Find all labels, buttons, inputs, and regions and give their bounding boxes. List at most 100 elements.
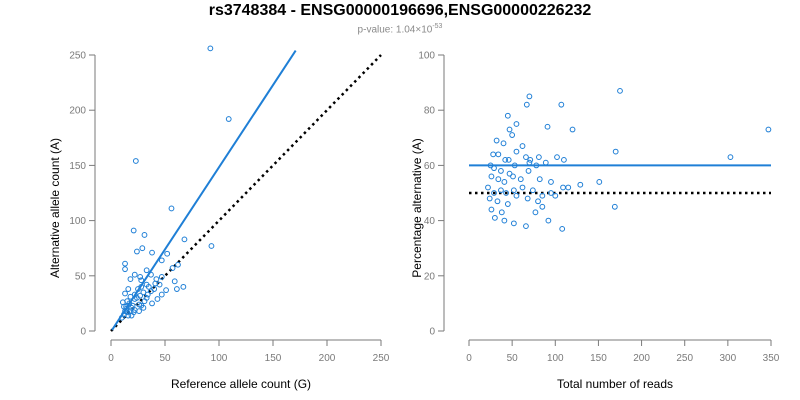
- right-data-point: [513, 148, 520, 155]
- right-data-point: [533, 162, 540, 169]
- left-data-point: [130, 227, 137, 234]
- right-data-point: [569, 126, 576, 133]
- right-x-tick-label: 200: [633, 353, 650, 364]
- right-data-point: [491, 165, 497, 172]
- right-y-tick-label: 20: [424, 271, 436, 282]
- right-data-point: [517, 176, 524, 183]
- right-data-point: [525, 168, 532, 174]
- left-data-point: [152, 280, 159, 287]
- left-data-point: [158, 291, 165, 298]
- left-data-point: [208, 243, 215, 249]
- left-data-point: [125, 286, 132, 292]
- right-y-tick-label: 60: [424, 161, 436, 172]
- left-data-point: [141, 232, 148, 238]
- left-x-axis-title: Reference allele count (G): [171, 377, 311, 391]
- right-x-axis-title: Total number of reads: [557, 377, 673, 391]
- left-data-point: [138, 277, 145, 284]
- right-data-point: [503, 190, 510, 196]
- right-data-point: [554, 154, 560, 161]
- left-data-point: [149, 300, 155, 307]
- right-data-point: [486, 195, 493, 202]
- right-data-point: [498, 168, 504, 174]
- right-data-point: [490, 151, 497, 158]
- right-scatter-plot: 0 50 100 150 200 250 300 350 0 20 40 60 80 100 Total n…: [410, 51, 780, 392]
- right-data-point: [502, 156, 509, 163]
- left-reference-line: [110, 54, 382, 332]
- left-data-point: [127, 293, 134, 300]
- right-data-point: [545, 217, 552, 224]
- right-data-point: [510, 187, 517, 194]
- left-y-axis-title: Alternative allele count (A): [48, 138, 62, 278]
- right-data-point: [510, 173, 516, 180]
- left-data-point: [122, 260, 128, 267]
- left-data-point: [136, 308, 142, 315]
- left-data-point: [154, 296, 161, 302]
- right-data-point: [542, 159, 549, 166]
- right-points-layer: [485, 87, 772, 232]
- right-data-point: [510, 220, 517, 227]
- right-data-point: [523, 223, 529, 230]
- left-data-point: [163, 287, 169, 294]
- chart-title: rs3748384 - ENSG00000196696,ENSG00000226…: [208, 2, 592, 19]
- left-data-point: [127, 276, 134, 283]
- right-data-point: [526, 159, 533, 166]
- right-data-point: [548, 190, 554, 196]
- right-x-tick-label: 50: [507, 353, 519, 364]
- right-data-point: [536, 176, 543, 183]
- left-scatter-plot: 0 50 100 150 200 250 0 50 100 150 200 250 Reference …: [48, 45, 390, 391]
- right-data-point: [491, 214, 498, 221]
- left-data-point: [149, 249, 155, 256]
- left-fit-line-layer: [111, 50, 297, 331]
- left-data-point: [181, 236, 188, 243]
- left-data-point: [171, 278, 178, 285]
- right-data-point: [495, 176, 502, 183]
- left-x-tick-label: 0: [108, 353, 114, 364]
- left-data-point: [151, 286, 158, 292]
- left-fit-line: [111, 50, 297, 331]
- right-data-point: [539, 192, 546, 199]
- right-data-point: [488, 206, 495, 213]
- left-data-point: [137, 292, 144, 299]
- right-data-point: [765, 126, 772, 133]
- left-data-point: [148, 271, 154, 278]
- pvalue-exponent: -53: [432, 23, 443, 30]
- right-data-point: [523, 101, 530, 108]
- right-data-point: [558, 101, 565, 108]
- right-data-point: [505, 156, 512, 163]
- right-data-point: [485, 184, 491, 191]
- right-data-point: [524, 195, 531, 202]
- right-y-tick-label: 80: [424, 106, 436, 117]
- right-x-tick-label: 100: [547, 353, 564, 364]
- right-data-point: [560, 184, 566, 191]
- right-data-point: [612, 148, 619, 155]
- chart-subtitle-pvalue: p-value: 1.04×10-53: [0, 23, 800, 35]
- right-data-point: [495, 151, 502, 158]
- left-x-tick-label: 200: [319, 353, 336, 364]
- left-data-point: [122, 308, 128, 315]
- pvalue-text: p-value: 1.04×10: [357, 24, 433, 36]
- left-points-layer: [118, 45, 232, 321]
- right-data-point: [487, 162, 494, 169]
- right-data-point: [501, 179, 508, 185]
- right-data-point: [501, 217, 508, 224]
- left-data-point: [125, 312, 132, 319]
- left-data-point: [175, 261, 181, 268]
- right-data-point: [559, 225, 566, 232]
- left-data-point: [139, 245, 146, 252]
- right-data-point: [498, 187, 504, 194]
- right-y-tick-label: 100: [418, 51, 435, 62]
- right-data-point: [548, 179, 554, 185]
- left-y-tick-label: 250: [69, 51, 86, 62]
- right-x-tick-label: 0: [466, 353, 472, 364]
- right-data-point: [561, 156, 567, 163]
- right-y-tick-label: 0: [429, 327, 435, 338]
- right-data-point: [529, 187, 536, 194]
- right-data-point: [498, 209, 505, 216]
- left-data-point: [168, 205, 175, 212]
- left-x-tick-label: 250: [373, 353, 390, 364]
- right-data-point: [513, 121, 520, 127]
- right-data-point: [500, 140, 507, 147]
- left-data-point: [130, 309, 137, 316]
- right-data-point: [488, 173, 495, 180]
